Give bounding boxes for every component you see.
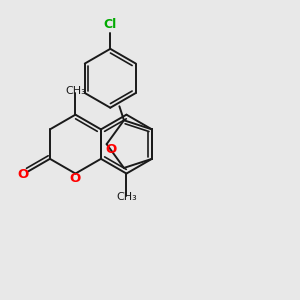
Text: Cl: Cl	[104, 18, 117, 31]
Text: CH₃: CH₃	[116, 192, 137, 202]
Text: O: O	[17, 168, 28, 181]
Text: CH₃: CH₃	[65, 86, 86, 96]
Text: O: O	[105, 143, 117, 156]
Text: O: O	[70, 172, 81, 185]
